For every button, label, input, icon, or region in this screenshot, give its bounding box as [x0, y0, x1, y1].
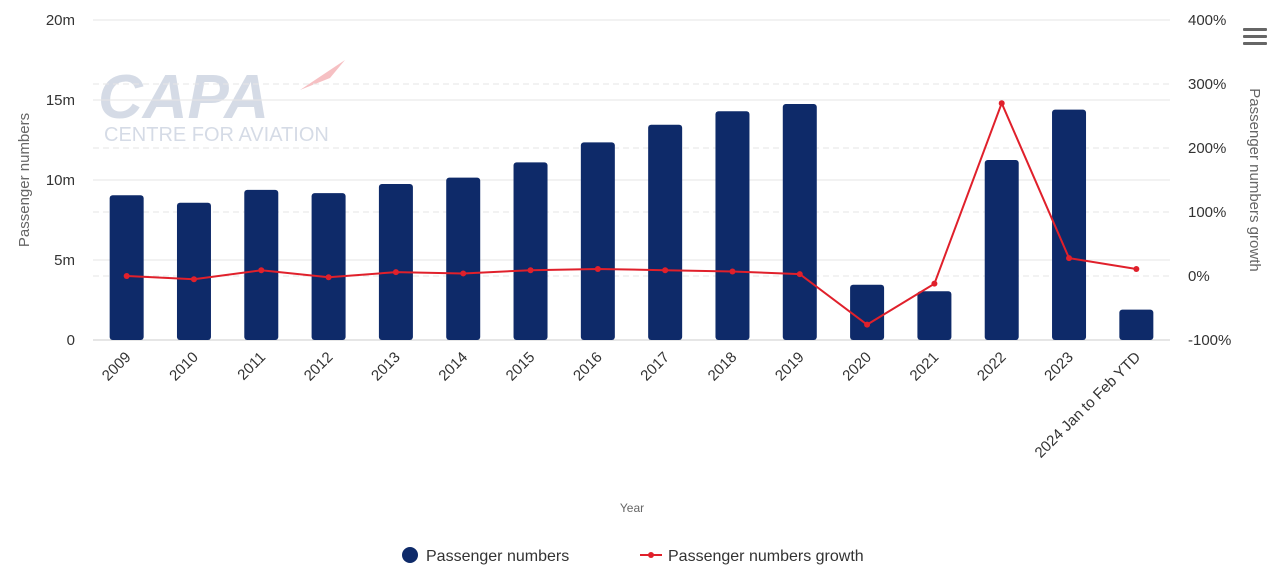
legend-item-passenger-numbers[interactable]: Passenger numbers	[402, 547, 569, 565]
x-tick-label: 2015	[503, 349, 539, 385]
legend-line-dot	[648, 552, 654, 558]
y2-axis-title: Passenger numbers growth	[1246, 88, 1263, 271]
bar-2022[interactable]	[984, 160, 1019, 340]
left-axis-ticks: 0 5m 10m 15m 20m	[46, 12, 75, 349]
x-tick-label: 2023	[1041, 349, 1077, 385]
growth-point-2012[interactable]	[325, 274, 332, 281]
bar-2010[interactable]	[176, 202, 211, 340]
y2-tick-label: 100%	[1188, 204, 1226, 221]
bar-2020[interactable]	[850, 284, 885, 340]
x-tick-label: 2017	[637, 349, 673, 385]
watermark-tagline: CENTRE FOR AVIATION	[104, 124, 329, 146]
growth-point-2010[interactable]	[190, 276, 197, 283]
growth-point-2020[interactable]	[864, 321, 871, 328]
bar-2014[interactable]	[446, 177, 481, 340]
x-tick-label: 2013	[368, 349, 404, 385]
growth-point-2014[interactable]	[460, 270, 467, 277]
y2-tick-label: 0%	[1188, 268, 1210, 285]
growth-point-2017[interactable]	[662, 267, 669, 274]
x-tick-label: 2018	[705, 349, 741, 385]
y2-tick-label: 300%	[1188, 76, 1226, 93]
y-axis-title: Passenger numbers	[16, 113, 33, 247]
bar-2013[interactable]	[378, 184, 413, 340]
legend-item-growth[interactable]: Passenger numbers growth	[640, 548, 864, 565]
bar-2023[interactable]	[1052, 109, 1087, 340]
bar-2017[interactable]	[648, 124, 683, 340]
bar-2015[interactable]	[513, 162, 548, 340]
growth-point-2024 Jan to Feb YTD[interactable]	[1133, 265, 1140, 272]
growth-point-2013[interactable]	[392, 269, 399, 276]
x-tick-label: 2009	[99, 349, 135, 385]
bar-2011[interactable]	[244, 189, 279, 340]
bar-2012[interactable]	[311, 193, 346, 340]
y-tick-label: 5m	[54, 252, 75, 269]
watermark-brand: CAPA	[98, 63, 269, 132]
growth-point-2011[interactable]	[258, 267, 265, 274]
legend-label-line: Passenger numbers growth	[668, 548, 864, 565]
y2-tick-label: -100%	[1188, 332, 1231, 349]
x-tick-label: 2011	[234, 349, 269, 384]
y2-tick-label: 400%	[1188, 12, 1226, 29]
bar-2018[interactable]	[715, 111, 750, 340]
growth-point-2019[interactable]	[796, 271, 803, 278]
growth-point-2023[interactable]	[1066, 255, 1073, 262]
legend-bar-marker	[402, 547, 418, 563]
bar-2019[interactable]	[782, 104, 817, 340]
y-tick-label: 10m	[46, 172, 75, 189]
x-axis-ticks: 2009 2010 2011 2012 2013 2014 2015 2016 2017 2018…	[99, 349, 1144, 462]
right-axis-ticks: -100% 0% 100% 200% 300% 400%	[1188, 12, 1231, 349]
y-tick-label: 15m	[46, 92, 75, 109]
growth-point-2018[interactable]	[729, 268, 736, 275]
x-tick-label: 2021	[907, 349, 943, 385]
growth-point-2021[interactable]	[931, 280, 938, 287]
capa-watermark-logo: CAPA CENTRE FOR AVIATION	[98, 60, 345, 146]
x-tick-label: 2012	[301, 349, 337, 385]
growth-point-2016[interactable]	[594, 265, 601, 272]
legend: Passenger numbers Passenger numbers grow…	[402, 547, 864, 565]
hamburger-menu-icon[interactable]	[1243, 28, 1267, 48]
x-tick-label: 2010	[166, 349, 202, 385]
y-tick-label: 20m	[46, 12, 75, 29]
bar-2024 Jan to Feb YTD[interactable]	[1119, 309, 1154, 340]
y-tick-label: 0	[67, 332, 75, 349]
growth-line-series	[123, 100, 1140, 328]
legend-label-bars: Passenger numbers	[426, 548, 569, 565]
x-tick-label: 2014	[435, 349, 471, 385]
x-tick-label: 2016	[570, 349, 606, 385]
y2-tick-label: 200%	[1188, 140, 1226, 157]
x-tick-label: 2019	[772, 349, 808, 385]
growth-point-2022[interactable]	[998, 100, 1005, 107]
growth-line	[126, 100, 1137, 326]
growth-point-2009[interactable]	[123, 273, 130, 279]
bar-2009[interactable]	[109, 195, 144, 340]
x-tick-label: 2020	[839, 349, 875, 385]
bar-series	[109, 104, 1154, 340]
x-axis-title: Year	[620, 501, 644, 515]
bar-2016[interactable]	[580, 142, 615, 340]
bar-2021[interactable]	[917, 291, 952, 340]
growth-point-2015[interactable]	[527, 267, 534, 274]
x-tick-label: 2022	[974, 349, 1010, 385]
